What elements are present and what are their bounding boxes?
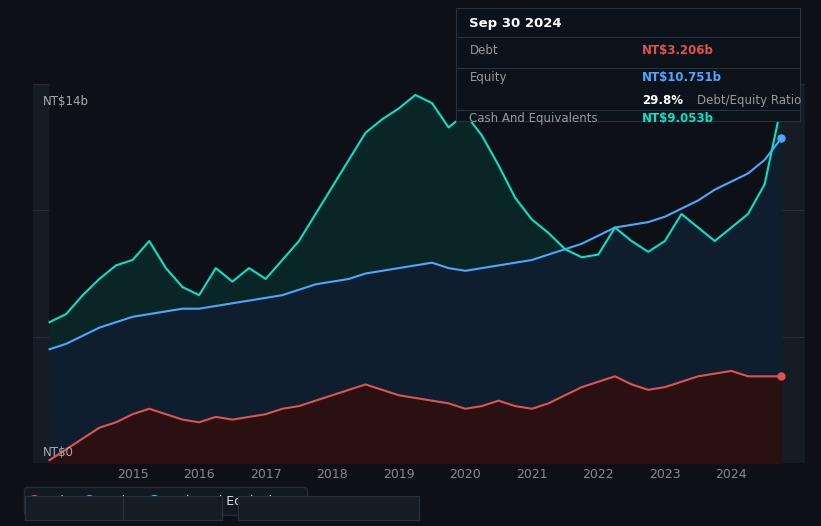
Text: NT$9.053b: NT$9.053b xyxy=(642,112,713,125)
Text: 29.8%: 29.8% xyxy=(642,94,683,107)
Text: Sep 30 2024: Sep 30 2024 xyxy=(470,17,562,30)
Legend: Debt, Equity, Cash And Equivalents: Debt, Equity, Cash And Equivalents xyxy=(24,487,307,515)
Text: Debt/Equity Ratio: Debt/Equity Ratio xyxy=(697,94,801,107)
Text: Debt: Debt xyxy=(470,44,498,57)
Text: NT$10.751b: NT$10.751b xyxy=(642,71,722,84)
Text: NT$0: NT$0 xyxy=(43,446,74,459)
Text: Equity: Equity xyxy=(470,71,507,84)
Text: Cash And Equivalents: Cash And Equivalents xyxy=(470,112,598,125)
Text: NT$14b: NT$14b xyxy=(43,95,89,108)
Text: NT$3.206b: NT$3.206b xyxy=(642,44,713,57)
